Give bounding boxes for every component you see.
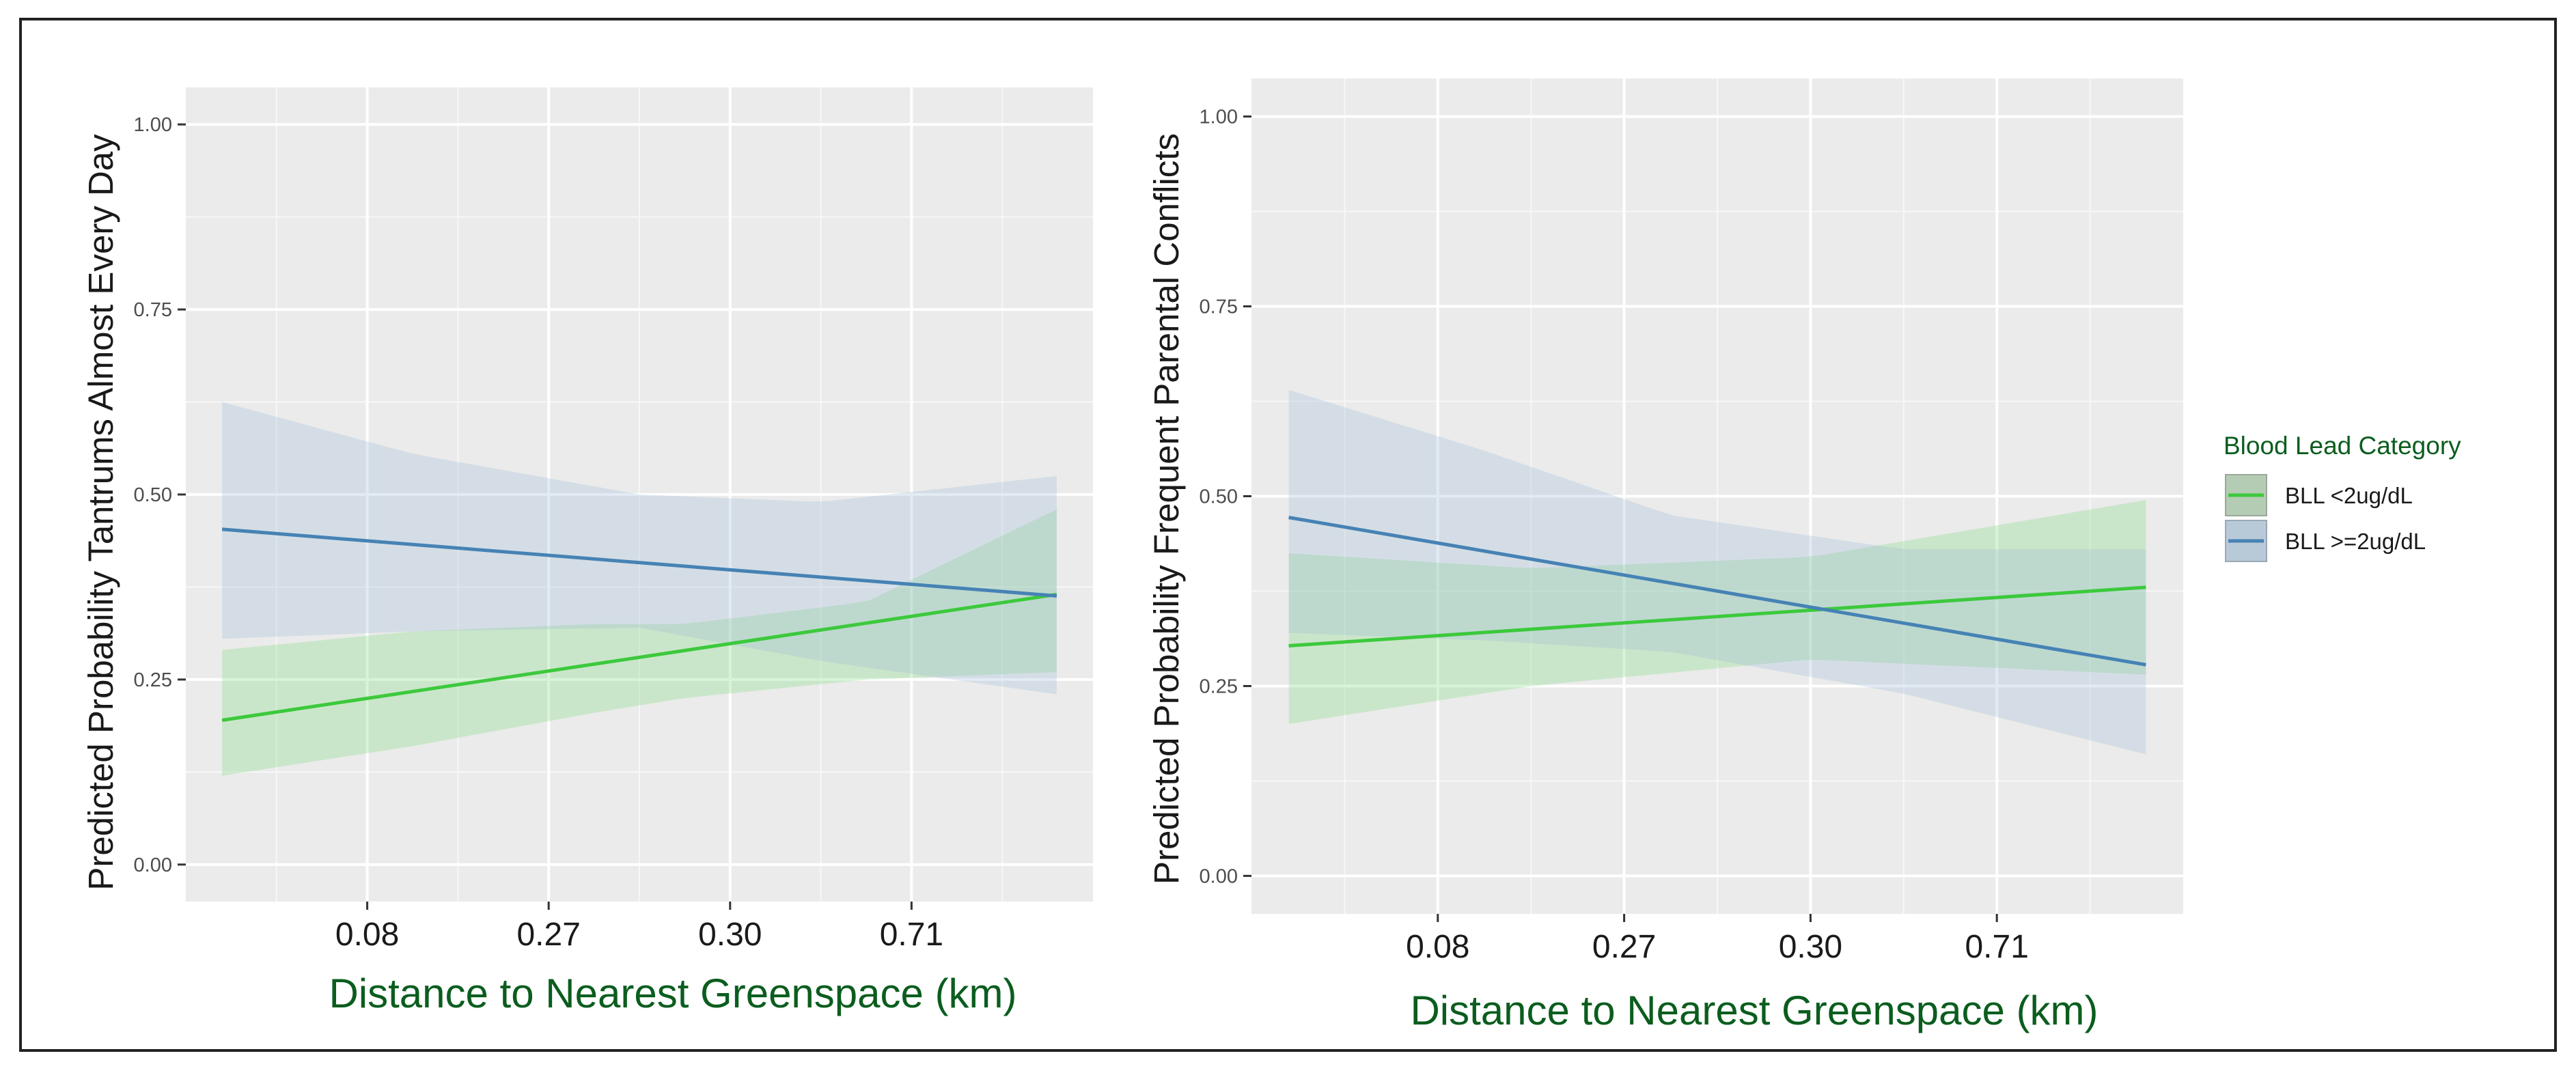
x-tick-label: 0.30	[698, 917, 762, 953]
legend-entry-bll-low: BLL <2ug/dL	[2225, 474, 2413, 516]
y-tick-label: 1.00	[1200, 107, 1238, 128]
x-tick-label: 0.27	[1592, 929, 1656, 965]
y-tick-label: 0.75	[1200, 296, 1238, 318]
x-tick-label: 0.08	[335, 917, 399, 953]
y-tick-label: 0.00	[134, 854, 172, 876]
legend: Blood Lead Category BLL <2ug/dL BLL >=2u…	[2224, 432, 2461, 562]
y-axis-title-left: Predicted Probability Tantrums Almost Ev…	[81, 134, 120, 891]
x-axis-title-right: Distance to Nearest Greenspace (km)	[1410, 988, 2098, 1033]
y-tick-label: 0.00	[1200, 865, 1238, 887]
legend-label-bll-low: BLL <2ug/dL	[2285, 483, 2413, 508]
y-axis-title-right: Predicted Probability Frequent Parental …	[1147, 133, 1186, 884]
y-tick-label: 0.50	[1200, 486, 1238, 508]
confidence-band-bll-high	[222, 402, 1057, 695]
series-line-bll-low	[221, 592, 1057, 722]
y-tick-label: 0.75	[134, 299, 172, 321]
confidence-band-bll-low	[222, 509, 1057, 776]
legend-label-bll-high: BLL >=2ug/dL	[2285, 529, 2426, 554]
series-line-bll-low	[1288, 585, 2146, 647]
series-line-bll-high	[1288, 516, 2146, 667]
legend-title: Blood Lead Category	[2224, 432, 2461, 460]
x-tick-label: 0.30	[1779, 929, 1842, 965]
y-tick-label: 0.25	[134, 669, 172, 691]
confidence-band-bll-high	[1288, 389, 2146, 755]
legend-entry-bll-high: BLL >=2ug/dL	[2225, 520, 2426, 562]
x-axis-title-left: Distance to Nearest Greenspace (km)	[329, 971, 1016, 1016]
x-tick-label: 0.08	[1406, 929, 1469, 965]
y-tick-label: 0.50	[134, 484, 172, 506]
x-tick-label: 0.71	[880, 917, 943, 953]
panel-tantrums: 0.00 0.25 0.50 0.75 1.00 0.08 0.27 0.30 0.71	[134, 87, 1093, 953]
confidence-band-bll-low	[1288, 500, 2146, 724]
panel-parental-conflicts: 0.00 0.25 0.50 0.75 1.00 0.08 0.27 0.30 0.71	[1200, 79, 2183, 965]
x-tick-label: 0.27	[516, 917, 580, 953]
x-tick-label: 0.71	[1965, 929, 2028, 965]
y-tick-label: 0.25	[1200, 675, 1238, 697]
y-tick-label: 1.00	[134, 114, 172, 136]
series-line-bll-high	[221, 527, 1057, 598]
